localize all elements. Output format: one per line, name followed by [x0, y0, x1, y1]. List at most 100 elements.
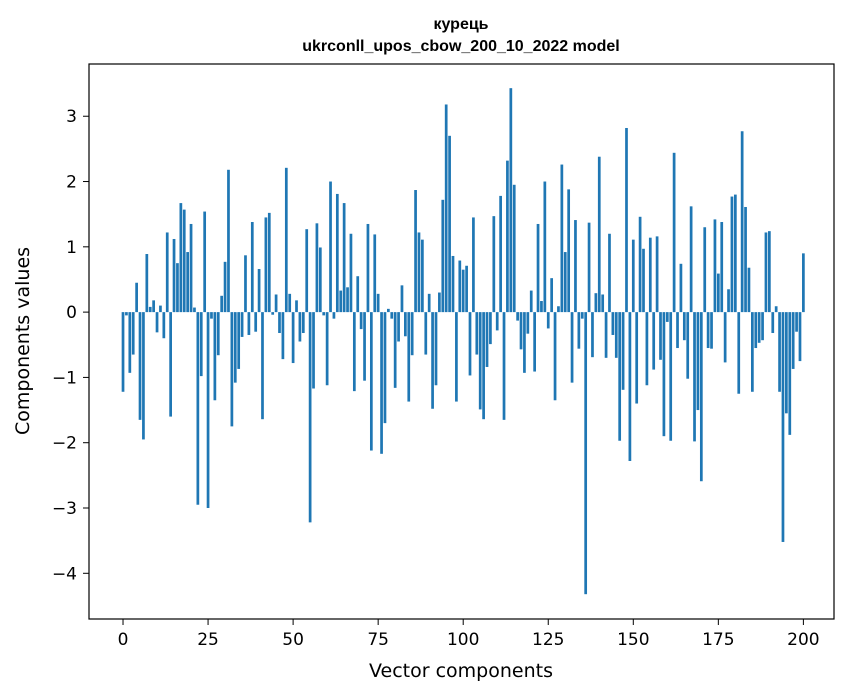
bar-98	[455, 312, 458, 402]
bar-74	[373, 234, 377, 313]
bar-51	[295, 300, 298, 313]
bar-159	[662, 312, 666, 437]
bar-156	[652, 312, 656, 370]
bar-184	[747, 267, 751, 313]
bar-8	[148, 306, 152, 313]
x-tick-label-150: 150	[617, 630, 649, 650]
bar-199	[798, 312, 802, 362]
bar-139	[594, 293, 598, 313]
bar-92	[434, 312, 438, 386]
bar-106	[482, 312, 485, 420]
bar-135	[580, 312, 584, 319]
bar-189	[764, 232, 768, 313]
bar-150	[631, 239, 635, 313]
bar-136	[584, 312, 588, 595]
bar-141	[601, 294, 605, 313]
bar-165	[682, 312, 686, 341]
bar-42	[264, 217, 268, 313]
bar-9	[152, 300, 155, 313]
bar-140	[597, 156, 601, 313]
bar-158	[659, 312, 662, 360]
bar-134	[577, 312, 581, 349]
bar-191	[771, 312, 775, 334]
bar-22	[196, 312, 200, 505]
bar-109	[492, 216, 496, 313]
bar-32	[230, 312, 234, 427]
x-tick-label-0: 0	[118, 630, 129, 650]
bar-55	[308, 312, 312, 523]
bar-182	[740, 131, 744, 313]
bar-103	[472, 217, 475, 313]
bar-38	[250, 222, 254, 313]
bar-7	[145, 254, 149, 313]
bar-151	[635, 312, 639, 404]
bar-47	[281, 312, 285, 360]
bar-104	[475, 312, 479, 355]
y-tick-label--2: −2	[52, 434, 77, 454]
bar-181	[737, 312, 741, 394]
x-tick-label-175: 175	[702, 630, 734, 650]
bar-5	[138, 312, 142, 420]
y-axis-label: Components values	[12, 247, 34, 435]
bar-188	[761, 312, 764, 341]
bar-118	[523, 312, 526, 373]
x-tick-label-25: 25	[197, 630, 219, 650]
bar-96	[448, 135, 451, 313]
bar-131	[567, 189, 571, 313]
bar-33	[233, 312, 237, 383]
bar-145	[614, 312, 618, 358]
bar-24	[203, 211, 207, 313]
bar-85	[410, 312, 414, 356]
bar-200	[802, 253, 805, 313]
bar-36	[244, 255, 247, 313]
bar-48	[284, 167, 288, 313]
bar-124	[543, 181, 547, 313]
bar-31	[227, 169, 230, 313]
plot-frame	[88, 63, 835, 620]
bar-83	[404, 312, 407, 337]
bar-23	[199, 312, 203, 377]
y-tick-label-3: 3	[66, 107, 77, 127]
bar-110	[495, 312, 499, 331]
bar-46	[278, 312, 281, 334]
bar-121	[533, 312, 536, 372]
bar-3	[131, 312, 135, 355]
bar-174	[713, 219, 717, 313]
bar-123	[540, 301, 543, 313]
bar-177	[723, 312, 727, 363]
bar-86	[414, 190, 417, 313]
bar-130	[563, 252, 567, 313]
bar-154	[645, 312, 649, 386]
bar-101	[465, 265, 468, 313]
bar-21	[193, 307, 196, 313]
bar-43	[267, 212, 271, 313]
bar-13	[165, 232, 169, 313]
bar-185	[751, 312, 754, 392]
bar-27	[213, 312, 217, 401]
bar-170	[699, 312, 703, 482]
bar-113	[506, 160, 509, 313]
bar-10	[155, 312, 159, 333]
bar-117	[519, 312, 523, 350]
bar-144	[611, 312, 615, 335]
y-tick-label--4: −4	[52, 564, 77, 584]
bar-90	[427, 293, 431, 313]
bar-128	[557, 306, 560, 313]
bar-61	[329, 181, 332, 313]
bar-147	[621, 312, 625, 390]
bar-66	[346, 287, 349, 313]
bar-84	[407, 312, 411, 402]
bar-180	[733, 194, 737, 313]
bar-29	[220, 295, 224, 313]
bar-94	[441, 199, 445, 313]
bar-99	[458, 260, 462, 313]
bar-57	[315, 223, 319, 313]
bar-45	[274, 294, 278, 313]
bar-143	[608, 233, 611, 313]
bar-64	[339, 290, 343, 313]
bar-72	[366, 223, 370, 313]
bar-58	[318, 247, 322, 313]
x-axis-label: Vector components	[369, 660, 553, 682]
bar-18	[182, 209, 186, 313]
bar-132	[570, 312, 574, 383]
